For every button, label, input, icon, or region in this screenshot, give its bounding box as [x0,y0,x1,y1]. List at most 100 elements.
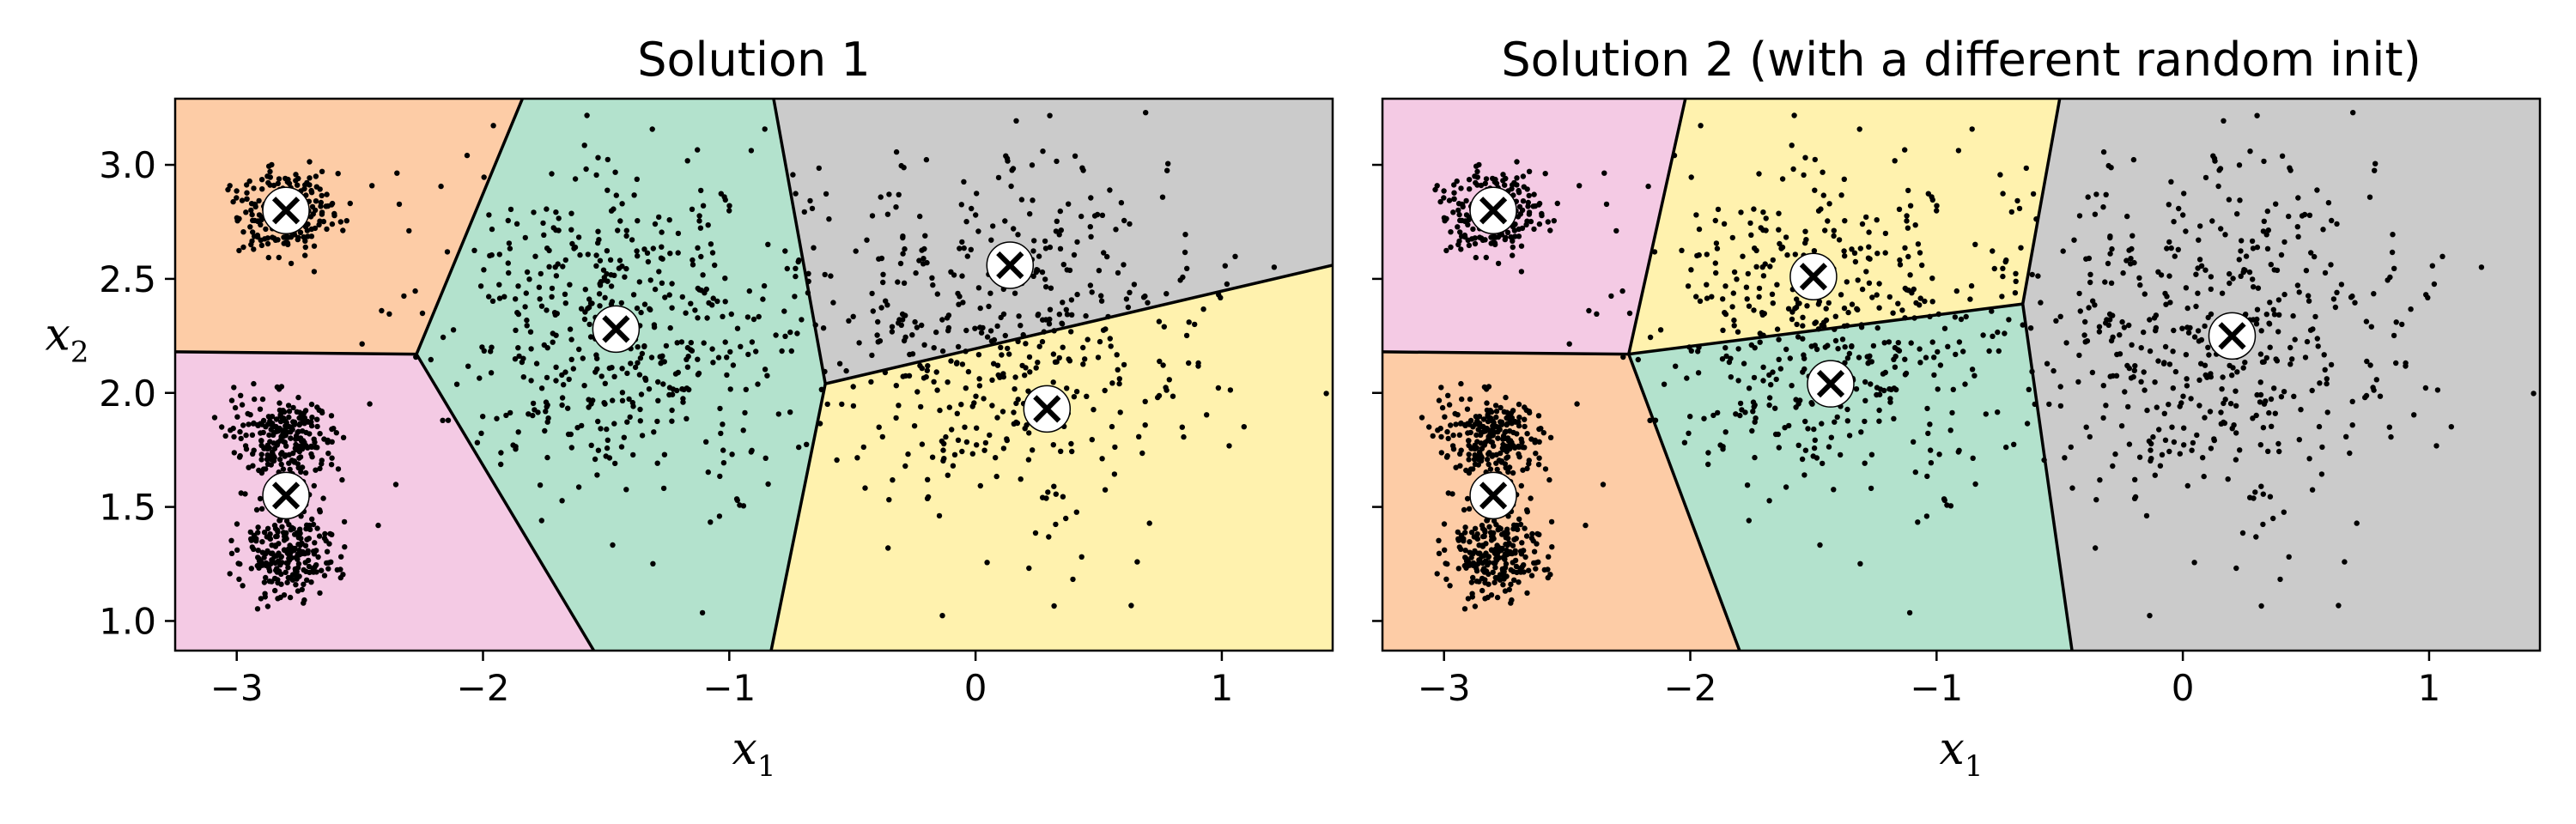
data-point [1763,227,1769,233]
data-point [264,525,271,531]
data-point [2168,179,2174,185]
data-point [264,173,270,179]
data-point [277,413,283,420]
data-point [1533,560,1540,566]
data-point [1519,540,1525,546]
data-point [1490,418,1496,424]
data-point [1697,298,1704,304]
data-point [655,397,661,403]
data-point [729,451,735,457]
data-point [834,457,840,464]
data-point [1849,246,1855,252]
data-point [722,299,728,305]
data-point [1426,424,1432,430]
data-point [298,536,304,542]
data-point [1074,239,1080,245]
data-point [1478,432,1484,438]
data-point [1902,356,1908,362]
data-point [1696,251,1702,258]
data-point [1906,609,1913,616]
data-point [317,465,323,472]
data-point [228,537,234,543]
data-point [1752,345,1758,351]
data-point [537,296,543,302]
data-point [822,271,828,278]
data-point [553,364,559,370]
data-point [1445,435,1451,442]
data-point [689,206,696,212]
data-point [999,352,1005,358]
data-point [307,431,313,437]
data-point [1835,346,1841,352]
data-point [1100,327,1107,333]
data-point [1661,381,1668,387]
data-point [1968,282,1975,289]
data-point [1473,179,1479,186]
data-point [271,235,277,241]
data-point [968,246,975,252]
data-point [884,211,891,217]
data-point [1013,400,1019,407]
data-point [1484,400,1490,406]
data-point [1777,366,1783,372]
data-point [925,476,931,482]
data-point [705,222,711,228]
data-point [698,253,704,260]
data-point [1789,383,1795,389]
data-point [2243,253,2250,259]
data-point [1908,340,1914,346]
data-point [1091,213,1098,219]
data-point [595,418,601,425]
data-point [669,407,675,414]
data-point [672,371,679,377]
data-point [945,324,952,331]
data-point [1924,473,1930,480]
data-point [1502,556,1508,562]
data-point [1059,320,1065,326]
data-point [1735,346,1741,352]
data-point [760,296,766,302]
data-point [596,291,603,297]
data-point [2159,451,2166,457]
data-point [684,364,691,370]
data-point [1142,422,1148,428]
data-point [2272,410,2278,416]
data-point [990,223,996,229]
data-point [1510,542,1516,548]
data-point [287,575,293,581]
data-point [258,242,265,249]
data-point [1731,269,1738,276]
data-point [1822,344,1828,350]
data-point [1752,402,1758,409]
data-point [211,415,218,421]
x-tick-label: 1 [1211,667,1234,709]
data-point [662,294,668,300]
data-point [1753,264,1759,270]
data-point [1838,451,1844,458]
data-point [2240,365,2246,371]
data-point [1997,172,2003,178]
data-point [2253,534,2259,540]
data-point [638,309,644,316]
data-point [2423,292,2429,298]
data-point [258,596,264,602]
data-point [583,166,589,173]
data-point [556,227,562,233]
data-point [369,183,375,189]
data-point [1012,374,1018,380]
data-point [513,327,519,333]
data-point [989,377,995,383]
data-point [1068,329,1074,335]
data-point [2166,202,2172,208]
data-point [2002,258,2008,265]
data-point [544,307,550,313]
data-point [2107,233,2113,239]
data-point [2266,320,2272,326]
data-point [1445,392,1451,398]
data-point [304,536,310,542]
data-point [1060,262,1067,268]
data-point [1518,482,1525,489]
data-point [1064,385,1070,391]
data-point [287,594,294,601]
data-point [2184,324,2190,330]
